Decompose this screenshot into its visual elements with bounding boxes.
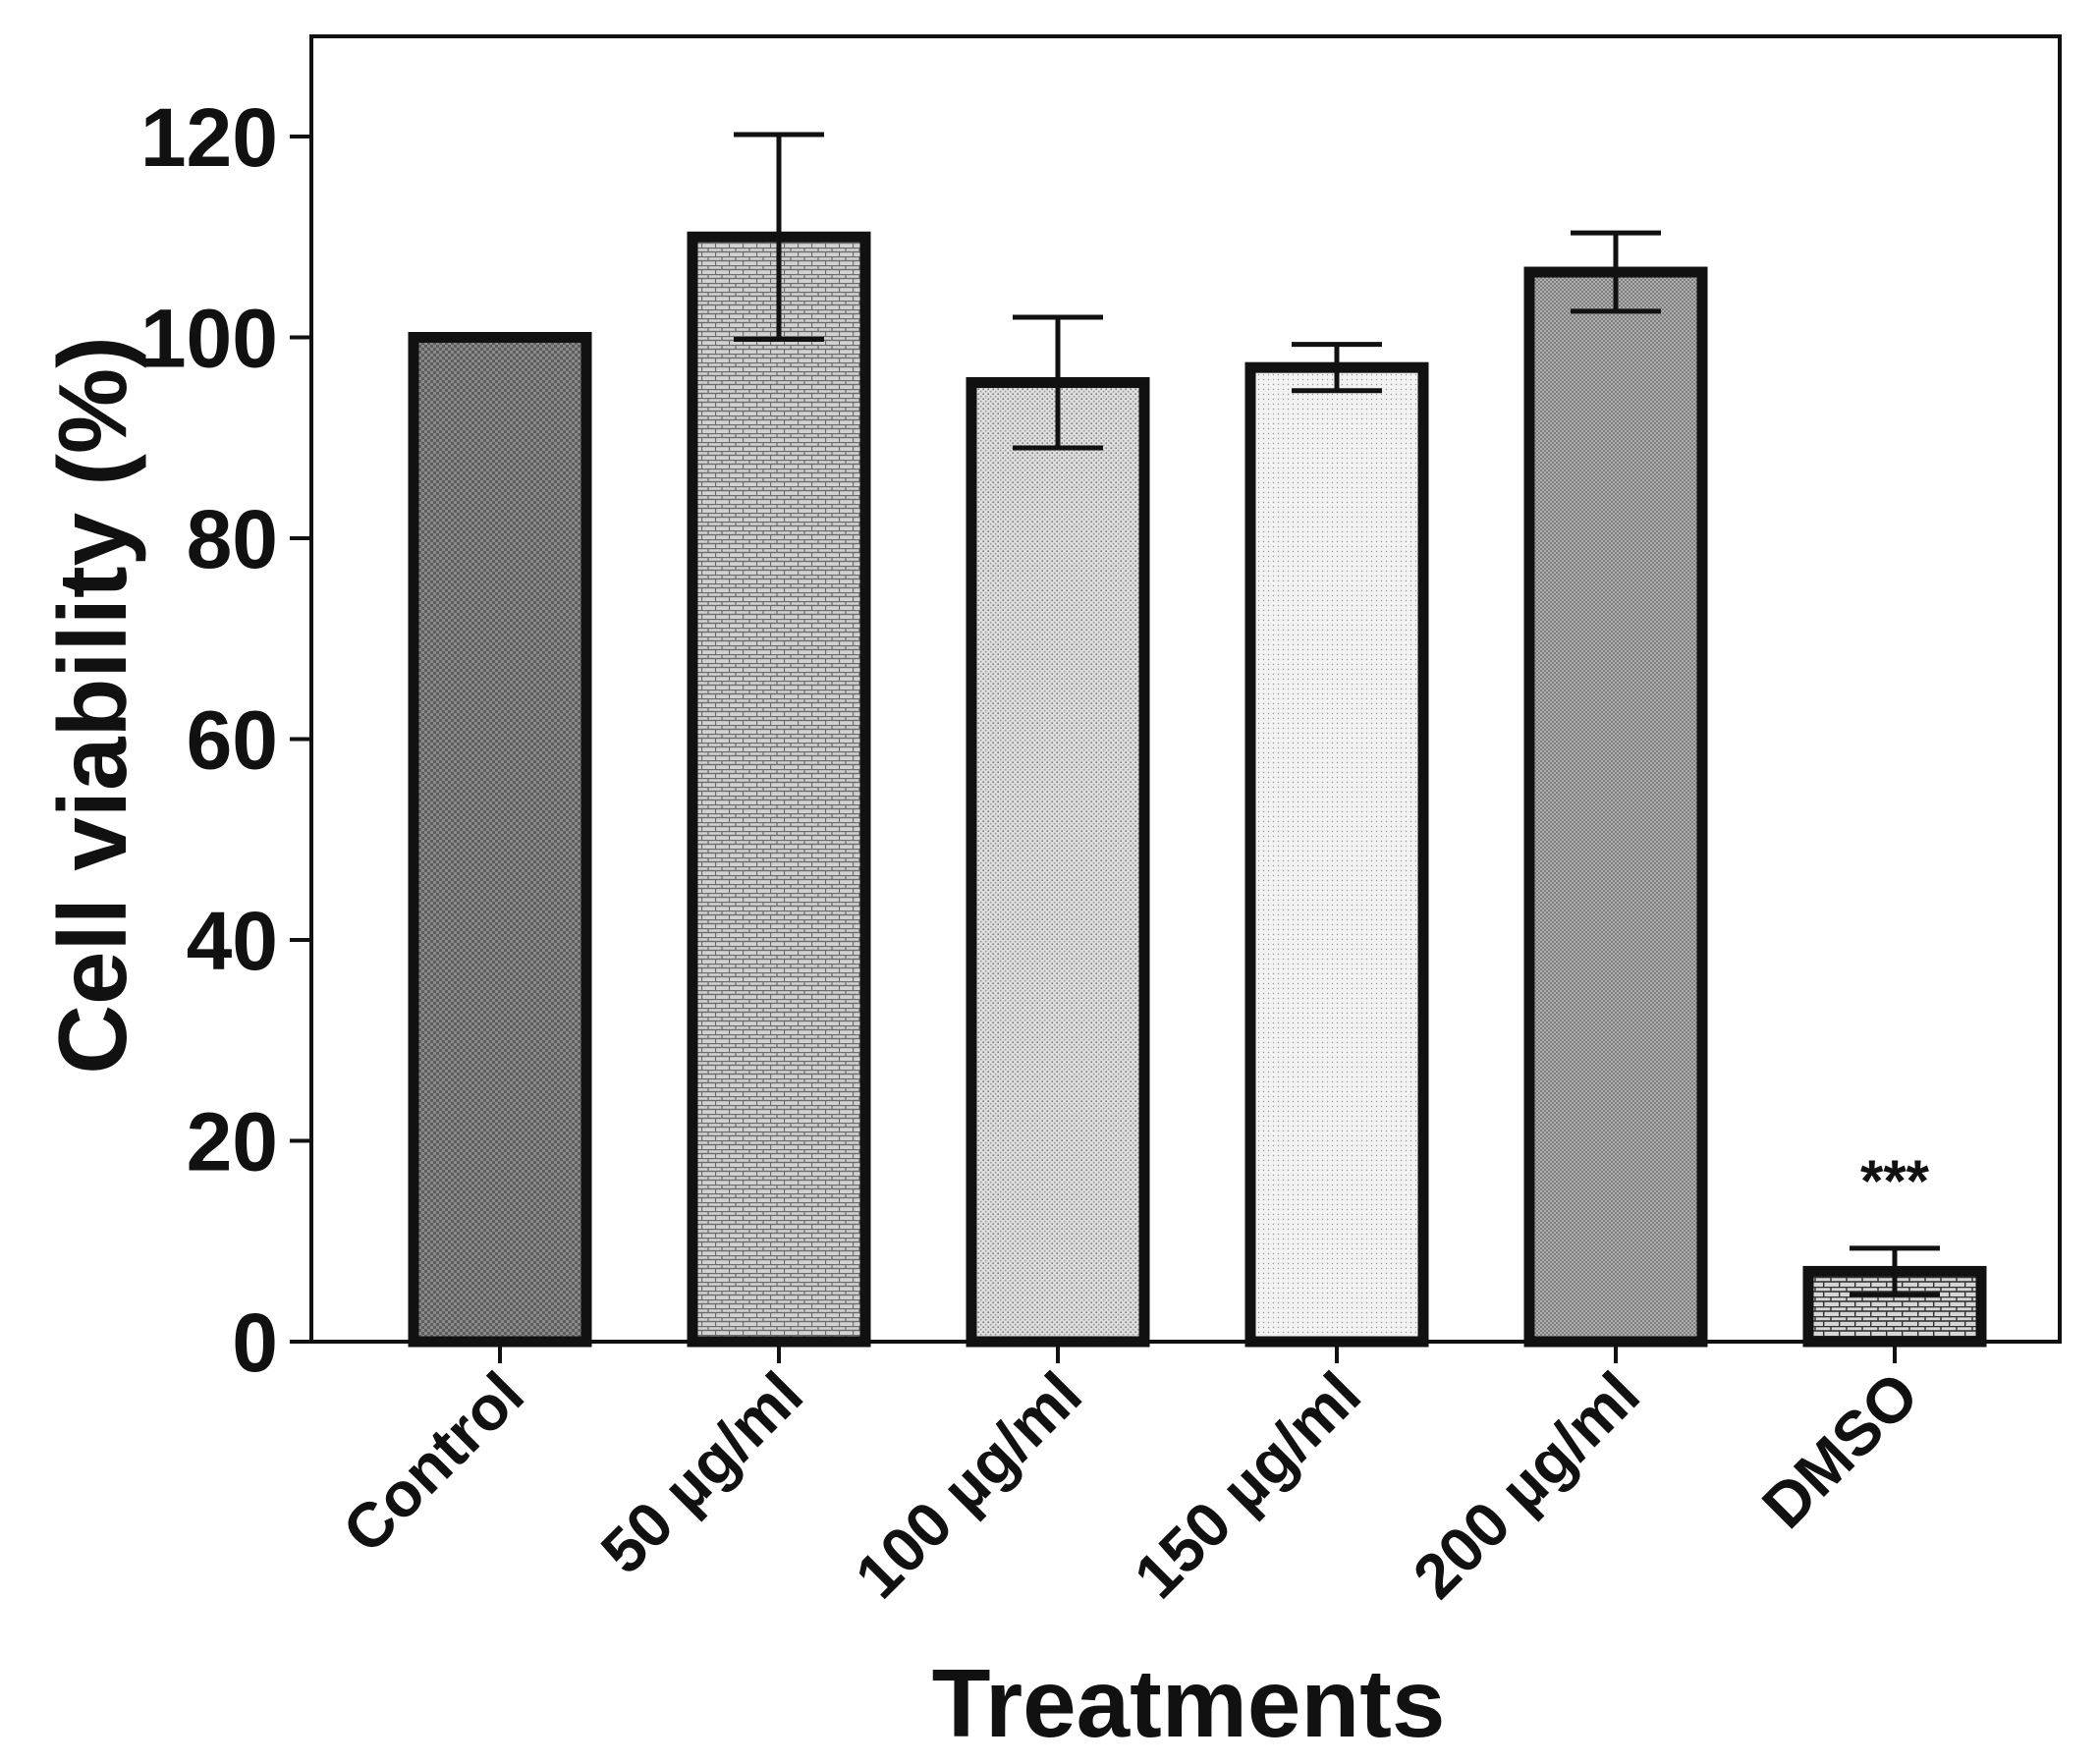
y-tick-label: 80 xyxy=(187,493,278,585)
x-tick-label: 150 µg/ml xyxy=(1121,1358,1374,1612)
y-tick-label: 120 xyxy=(140,91,278,184)
y-tick-label: 20 xyxy=(187,1096,278,1188)
y-tick-label: 40 xyxy=(187,895,278,987)
y-axis-label: Cell viability (%) xyxy=(38,336,146,1075)
y-tick-label: 60 xyxy=(187,694,278,787)
bar-100-g-ml xyxy=(966,377,1150,1348)
x-axis: Control 50 µg/ml 100 µg/ml 150 µg/ml 200 µg/… xyxy=(329,1342,1932,1612)
bar-200-g-ml xyxy=(1523,266,1708,1348)
bar-150-g-ml xyxy=(1244,361,1429,1348)
bar-control xyxy=(408,332,592,1348)
annotations: *** xyxy=(1860,1148,1930,1214)
error-bars xyxy=(734,132,1940,1297)
x-tick-label: DMSO xyxy=(1748,1358,1932,1542)
bar-50-g-ml xyxy=(687,231,871,1348)
y-tick-label: 0 xyxy=(232,1296,278,1389)
y-axis: 0 20 40 60 80 100 120 xyxy=(140,91,311,1389)
x-tick-label: 50 µg/ml xyxy=(587,1358,816,1587)
x-tick-label: 100 µg/ml xyxy=(842,1358,1095,1612)
plot-frame xyxy=(309,34,2062,1344)
y-tick-label: 100 xyxy=(140,293,278,385)
significance-marker: *** xyxy=(1860,1148,1930,1214)
x-axis-label: Treatments xyxy=(932,1649,1446,1757)
x-tick-label: Control xyxy=(329,1358,537,1567)
x-tick-label: 200 µg/ml xyxy=(1400,1358,1653,1612)
bars xyxy=(408,231,1987,1348)
